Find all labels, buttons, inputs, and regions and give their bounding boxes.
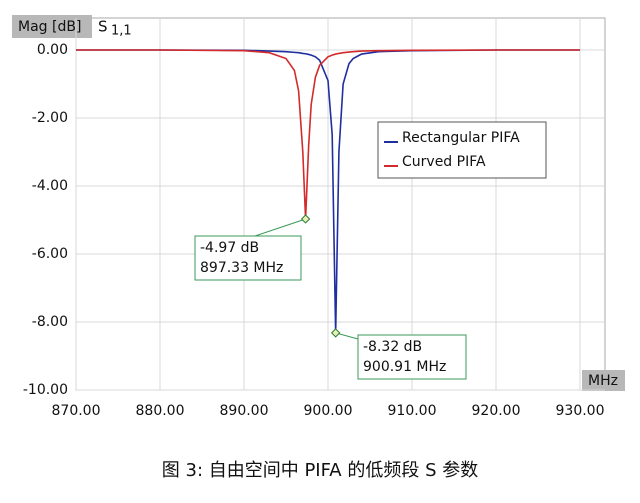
plot-frame xyxy=(75,17,606,391)
chart-title-subscript: 1,1 xyxy=(111,24,132,39)
legend-box xyxy=(377,121,547,179)
x-axis-label: MHz xyxy=(588,373,618,389)
y-axis-label: Mag [dB] xyxy=(18,19,81,35)
y-tick-label: -6.00 xyxy=(32,246,68,262)
annotation-leader xyxy=(335,332,359,340)
marker xyxy=(330,328,341,338)
x-tick-label: 930.00 xyxy=(556,403,605,419)
annotation-text: -4.97 dB xyxy=(200,240,259,256)
legend-label: Rectangular PIFA xyxy=(402,130,520,146)
x-tick-label: 910.00 xyxy=(388,403,437,419)
chart-title: S xyxy=(98,18,108,36)
series-line xyxy=(76,49,580,220)
y-label-box xyxy=(12,15,92,38)
annotation-text: 897.33 MHz xyxy=(200,260,283,276)
caption: 图 3: 自由空间中 PIFA 的低频段 S 参数 xyxy=(162,460,478,481)
annotation-text: 900.91 MHz xyxy=(363,359,446,375)
legend-label: Curved PIFA xyxy=(402,154,486,170)
x-label-box xyxy=(582,370,625,391)
series-line xyxy=(76,49,580,333)
x-tick-label: 890.00 xyxy=(220,403,269,419)
annotation-text: -8.32 dB xyxy=(363,339,422,355)
x-tick-label: 870.00 xyxy=(52,403,101,419)
y-tick-label: -8.00 xyxy=(32,314,68,330)
x-tick-label: 900.00 xyxy=(304,403,353,419)
marker xyxy=(300,214,311,224)
x-tick-label: 880.00 xyxy=(136,403,185,419)
x-tick-label: 920.00 xyxy=(472,403,521,419)
y-tick-label: -10.00 xyxy=(23,382,68,398)
y-tick-label: -4.00 xyxy=(32,178,68,194)
y-tick-label: 0.00 xyxy=(37,42,68,58)
annotation-box xyxy=(357,334,467,380)
y-tick-label: -2.00 xyxy=(32,110,68,126)
annotation-leader xyxy=(254,218,306,237)
annotation-box xyxy=(194,235,302,281)
